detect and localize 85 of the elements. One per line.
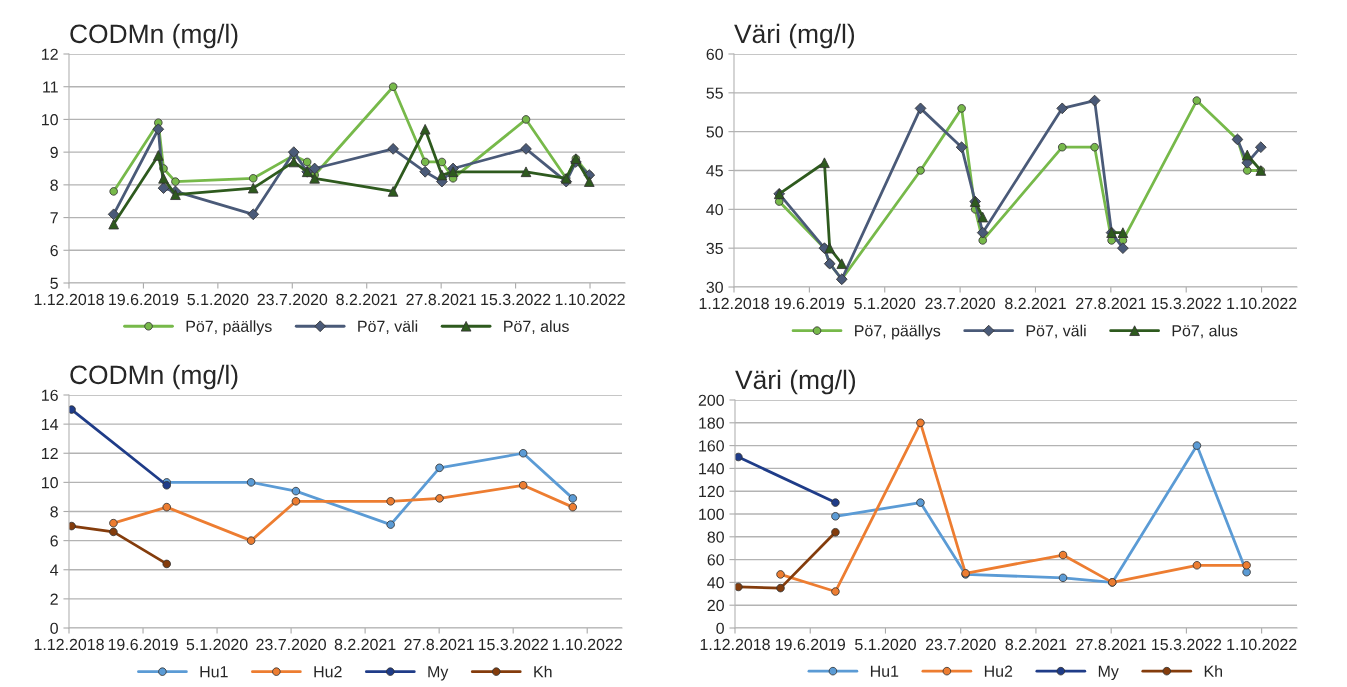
- y-tick-label: 45: [706, 165, 723, 177]
- x-tick-label: 5.1.2020: [855, 638, 916, 651]
- x-tick-label: 27.8.2021: [1076, 297, 1146, 310]
- y-tick-label: 10: [42, 477, 58, 489]
- y-tick-label: 60: [707, 554, 724, 566]
- legend-label: Hu2: [314, 666, 342, 678]
- legend-label: Pö7, päällys: [855, 324, 941, 340]
- y-tick-label: 160: [699, 440, 724, 452]
- x-tick-label: 15.3.2022: [1151, 297, 1221, 310]
- x-tick-label: 15.3.2022: [481, 293, 551, 306]
- x-tick-label: 1.10.2022: [1227, 297, 1297, 310]
- y-tick-label: 7: [50, 212, 58, 224]
- x-tick-label: 23.7.2020: [256, 638, 326, 651]
- x-tick-label: 1.10.2022: [555, 293, 625, 306]
- y-tick-label: 120: [699, 485, 724, 498]
- x-tick-label: 1.12.2018: [700, 638, 770, 651]
- y-tick-label: 16: [42, 389, 58, 401]
- y-tick-label: 10: [42, 114, 58, 126]
- y-tick-label: 50: [706, 126, 723, 138]
- chart-title: Väri (mg/l): [735, 369, 856, 395]
- y-tick-label: 6: [50, 244, 58, 257]
- legend-label: Hu2: [984, 665, 1013, 677]
- x-tick-label: 19.6.2019: [775, 297, 845, 310]
- y-tick-label: 55: [706, 87, 723, 99]
- x-tick-label: 5.1.2020: [186, 638, 248, 651]
- legend-label: Pö7, väli: [358, 320, 418, 334]
- y-tick-label: 5: [50, 277, 58, 289]
- legend-label: Hu1: [870, 665, 899, 677]
- x-tick-label: 23.7.2020: [257, 293, 328, 306]
- x-tick-label: 8.2.2021: [334, 638, 396, 651]
- y-tick-label: 0: [50, 622, 58, 634]
- x-tick-label: 1.12.2018: [34, 638, 104, 651]
- x-tick-label: 1.10.2022: [1227, 638, 1297, 651]
- chart-title: CODMn (mg/l): [70, 23, 238, 49]
- y-tick-label: 100: [699, 508, 724, 520]
- x-tick-label: 5.1.2020: [187, 293, 249, 306]
- x-tick-label: 1.12.2018: [34, 293, 104, 306]
- legend-label: Pö7, alus: [1172, 324, 1238, 339]
- chart-title: CODMn (mg/l): [70, 364, 238, 390]
- y-tick-label: 20: [707, 599, 724, 612]
- x-tick-label: 8.2.2021: [1005, 297, 1066, 310]
- legend-label: Pö7, alus: [504, 320, 569, 334]
- chart-title: Väri (mg/l): [734, 23, 855, 49]
- legend-label: Kh: [534, 665, 552, 678]
- y-tick-label: 8: [50, 506, 58, 518]
- x-tick-label: 19.6.2019: [109, 293, 179, 306]
- y-tick-label: 40: [707, 577, 724, 589]
- x-tick-label: 15.3.2022: [1152, 638, 1222, 651]
- legend-label: Kh: [1204, 665, 1222, 677]
- y-tick-label: 2: [50, 593, 58, 605]
- x-tick-label: 19.6.2019: [775, 638, 846, 651]
- y-tick-label: 8: [50, 179, 58, 191]
- y-tick-label: 200: [698, 394, 724, 406]
- x-tick-label: 8.2.2021: [336, 293, 398, 306]
- x-tick-label: 27.8.2021: [1076, 638, 1146, 651]
- y-tick-label: 60: [706, 48, 723, 60]
- x-tick-label: 23.7.2020: [925, 297, 996, 310]
- y-tick-label: 14: [42, 418, 59, 430]
- legend-label: My: [1098, 665, 1119, 681]
- x-tick-label: 27.8.2021: [404, 638, 474, 651]
- x-tick-label: 27.8.2021: [406, 293, 476, 306]
- x-tick-label: 15.3.2022: [478, 638, 548, 651]
- y-tick-label: 12: [42, 447, 58, 460]
- x-tick-label: 23.7.2020: [925, 638, 996, 651]
- legend-label: Pö7, päällys: [186, 320, 272, 336]
- x-tick-label: 1.10.2022: [552, 638, 622, 651]
- legend-label: Pö7, väli: [1026, 324, 1086, 339]
- legend-label: Hu1: [200, 666, 228, 678]
- x-tick-label: 1.12.2018: [699, 297, 769, 310]
- x-tick-label: 5.1.2020: [854, 297, 916, 310]
- x-tick-label: 19.6.2019: [108, 638, 178, 651]
- y-tick-label: 4: [50, 564, 59, 576]
- y-tick-label: 35: [706, 242, 723, 255]
- y-tick-label: 180: [699, 417, 724, 429]
- y-tick-label: 9: [50, 146, 58, 159]
- y-tick-label: 80: [707, 531, 724, 543]
- legend-label: My: [428, 666, 449, 681]
- y-tick-label: 40: [706, 203, 723, 216]
- y-tick-label: 0: [716, 622, 724, 634]
- x-tick-label: 8.2.2021: [1005, 638, 1067, 651]
- y-tick-label: 11: [43, 81, 58, 93]
- y-tick-label: 6: [50, 535, 58, 547]
- y-tick-label: 12: [42, 48, 58, 60]
- y-tick-label: 140: [699, 463, 724, 475]
- y-tick-label: 30: [706, 281, 723, 293]
